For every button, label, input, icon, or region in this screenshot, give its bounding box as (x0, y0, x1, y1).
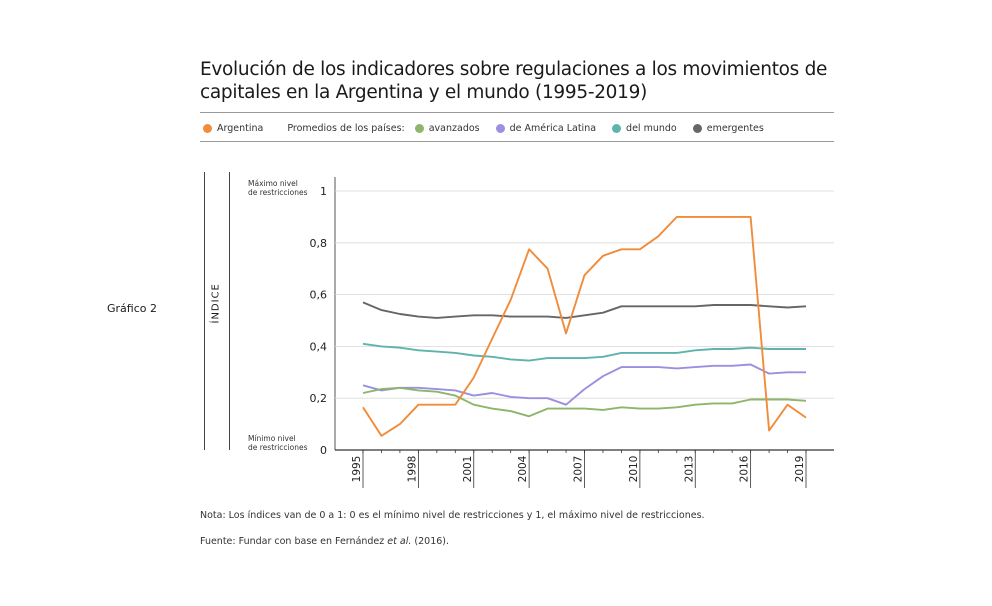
legend-label-avanzados: avanzados (428, 122, 480, 134)
y-tick-label: 1 (320, 185, 327, 198)
series-line-avanzados (362, 386, 807, 418)
x-tick-label: 2004 (517, 455, 529, 482)
source-prefix: Fuente: Fundar con base en Fernández (200, 536, 388, 547)
x-tick-label: 2013 (683, 456, 695, 483)
series-line-argentina (362, 215, 807, 437)
axis-title-left-line (204, 172, 205, 450)
y-tick-label: 0,2 (310, 392, 328, 405)
series-line-emergentes (362, 301, 807, 319)
source-italic: et al. (387, 536, 412, 547)
source-suffix: (2016). (411, 536, 450, 547)
legend-prefix: Promedios de los países: (287, 122, 405, 134)
legend-label-america-latina: de América Latina (509, 122, 597, 134)
max-annotation-line2: de restricciones (248, 188, 308, 197)
series-lines (362, 215, 807, 437)
axis-title-right-line (229, 172, 230, 450)
chart-title: Evolución de los indicadores sobre regul… (200, 59, 828, 103)
legend-swatch-avanzados (414, 123, 424, 133)
legend-rule (200, 141, 834, 142)
legend: Argentina Promedios de los países: avanz… (203, 120, 780, 136)
x-tick-label: 2019 (794, 456, 806, 483)
x-tick-label: 2010 (628, 456, 640, 483)
legend-label-argentina: Argentina (217, 122, 264, 134)
y-annotations: Máximo nivel de restricciones Mínimo niv… (248, 179, 308, 452)
max-annotation-line1: Máximo nivel (248, 179, 298, 188)
source-text: Fuente: Fundar con base en Fernández et … (200, 536, 449, 547)
legend-swatch-argentina (203, 123, 212, 133)
y-tick-label: 0,8 (310, 237, 328, 250)
series-line-de-am-rica-latina (362, 363, 806, 406)
title-rule (200, 112, 834, 113)
x-tick-label: 2016 (739, 455, 751, 482)
legend-item-america-latina: de América Latina (495, 122, 597, 134)
x-tick-label: 1995 (351, 456, 363, 483)
legend-item-argentina: Argentina (203, 123, 263, 134)
legend-label-del-mundo: del mundo (626, 122, 677, 134)
x-tick-label: 2007 (573, 456, 585, 483)
series-line-del-mundo (362, 342, 806, 362)
y-tick-label: 0,6 (310, 289, 328, 302)
min-annotation-line1: Mínimo nivel (248, 434, 296, 443)
x-tick-label: 2001 (462, 456, 474, 483)
legend-swatch-america-latina (495, 123, 505, 133)
legend-label-emergentes: emergentes (706, 122, 764, 134)
min-annotation-line2: de restricciones (248, 443, 308, 452)
y-tick-label: 0 (320, 444, 327, 457)
legend-item-avanzados: avanzados (414, 122, 480, 134)
legend-item-emergentes: emergentes (692, 122, 764, 134)
y-tick-label: 0,4 (310, 340, 328, 353)
figure-label: Gráfico 2 (107, 302, 157, 315)
x-tick-labels: 1995 1998 2001 2004 2007 2010 2013 2016 2019 (351, 450, 807, 488)
legend-item-del-mundo: del mundo (612, 123, 677, 134)
y-tick-labels: 0 0,2 0,4 0,6 0,8 1 (310, 185, 328, 457)
x-tick-label: 1998 (406, 456, 418, 483)
note-text: Nota: Los índices van de 0 a 1: 0 es el … (200, 510, 705, 521)
legend-swatch-del-mundo (612, 123, 622, 133)
legend-swatch-emergentes (692, 123, 702, 133)
